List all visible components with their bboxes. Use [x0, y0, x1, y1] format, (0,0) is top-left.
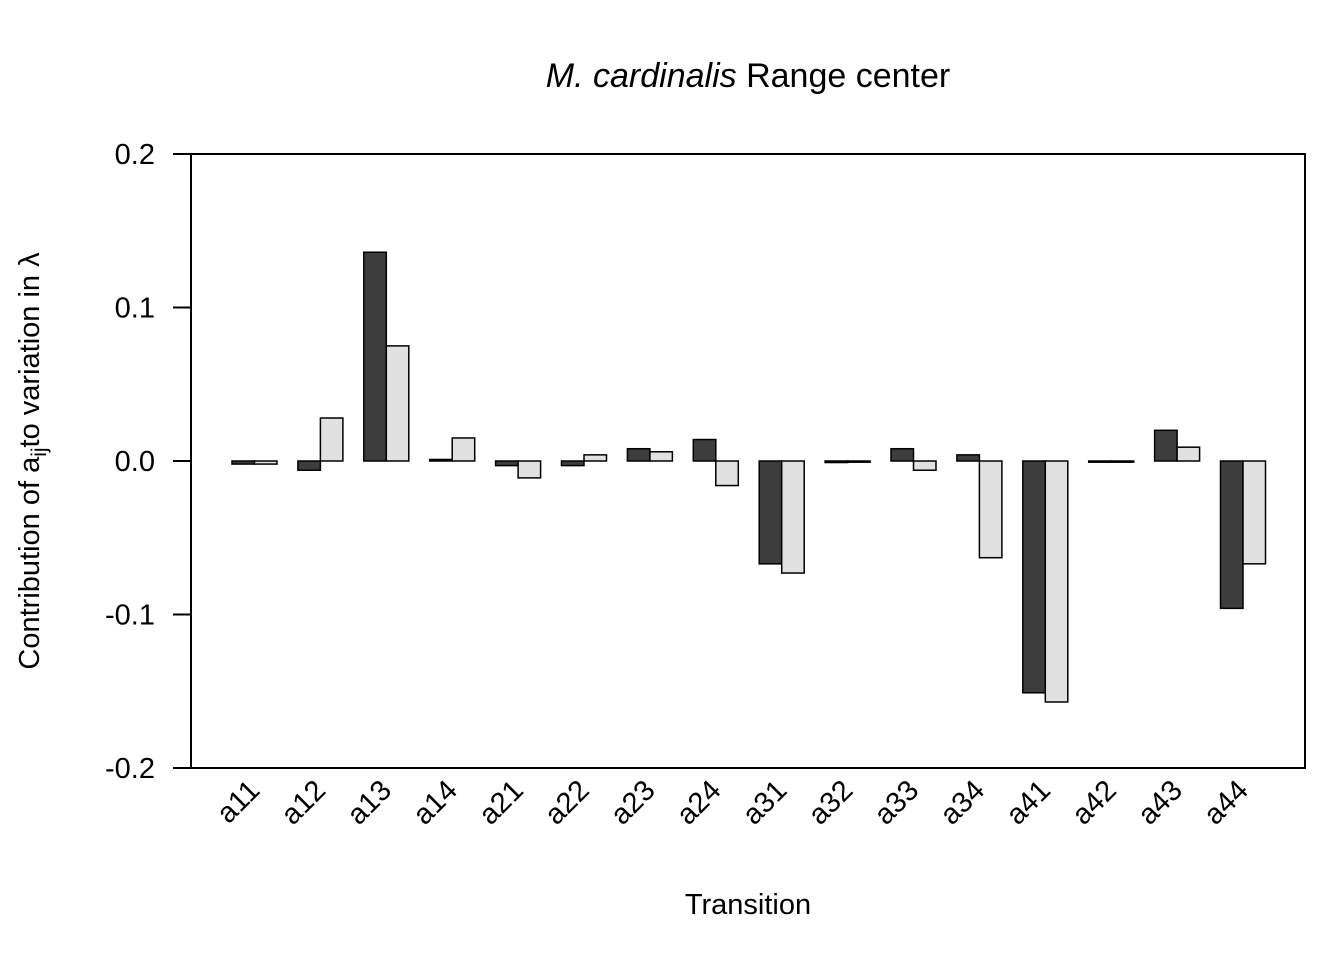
- chart-title-plain: Range center: [737, 57, 951, 95]
- y-tick-label: -0.2: [105, 753, 155, 785]
- bar-a24-series-2: [715, 460, 740, 487]
- bar-a41-series-2: [1044, 460, 1069, 703]
- y-axis: 0.2 0.1 0.0 -0.1 -0.2: [105, 139, 191, 785]
- bar-a21-series-1: [494, 460, 519, 467]
- chart-title-italic: M. cardinalis: [546, 57, 737, 95]
- bar-a31-series-1: [758, 460, 783, 565]
- bar-a31-series-2: [780, 460, 805, 574]
- bar-a14-series-2: [451, 437, 476, 462]
- bar-a34-series-1: [956, 454, 981, 462]
- x-tick-label: a12: [275, 774, 332, 831]
- x-tick-label: a22: [539, 774, 596, 831]
- bar-a42-series-2: [1110, 460, 1135, 463]
- y-tick-label: -0.1: [105, 600, 155, 632]
- x-tick-label: a41: [1000, 774, 1057, 831]
- x-tick-label: a11: [211, 774, 266, 829]
- x-tick-label: a24: [671, 774, 728, 831]
- plot-frame: [190, 153, 1306, 769]
- bar-a23-series-1: [626, 447, 651, 462]
- bar-a42-series-1: [1087, 460, 1112, 463]
- x-tick-label: a43: [1132, 774, 1189, 831]
- bar-a33-series-2: [912, 460, 937, 471]
- chart-title: M. cardinalis Range center: [546, 57, 950, 95]
- y-axis-label: Contribution of aijto variation in λ: [14, 252, 51, 670]
- bar-a33-series-1: [890, 447, 915, 462]
- bar-a22-series-1: [560, 460, 585, 467]
- x-tick-label: a44: [1198, 774, 1255, 831]
- bar-a11-series-1: [231, 460, 256, 465]
- x-tick-label: a31: [737, 774, 794, 831]
- bar-a14-series-1: [428, 458, 453, 462]
- bar-a12-series-2: [319, 417, 344, 462]
- bar-a44-series-2: [1242, 460, 1267, 565]
- x-tick-label: a21: [473, 774, 530, 831]
- bar-a22-series-2: [583, 454, 608, 462]
- bar-a32-series-1: [824, 460, 849, 464]
- bar-a32-series-2: [846, 460, 871, 463]
- bar-a13-series-1: [363, 251, 388, 462]
- x-axis: a11 a12 a13 a14 a21 a22 a23 a24 a31 a32 a33 a34 a41 a…: [211, 774, 1255, 831]
- x-tick-label: a23: [605, 774, 662, 831]
- y-tick-label: 0.1: [115, 293, 155, 325]
- bar-a43-series-1: [1153, 429, 1178, 462]
- bar-a41-series-1: [1022, 460, 1047, 694]
- bar-a13-series-2: [385, 345, 410, 462]
- y-axis-label-suffix: to variation in λ: [14, 252, 46, 448]
- x-tick-label: a13: [341, 774, 398, 831]
- y-tick-label: 0.0: [115, 446, 155, 478]
- x-tick-label: a34: [934, 774, 991, 831]
- bar-a34-series-2: [978, 460, 1003, 559]
- bar-a44-series-1: [1219, 460, 1244, 610]
- y-tick-label: 0.2: [115, 139, 155, 171]
- bar-a24-series-1: [692, 438, 717, 462]
- bar-a21-series-2: [517, 460, 542, 479]
- x-tick-label: a33: [868, 774, 925, 831]
- x-tick-label: a42: [1066, 774, 1123, 831]
- bar-a12-series-1: [297, 460, 322, 471]
- y-axis-label-subscript: ij: [28, 447, 51, 456]
- bars: [231, 251, 1267, 703]
- x-axis-label: Transition: [685, 889, 811, 921]
- bar-a43-series-2: [1176, 446, 1201, 462]
- x-tick-label: a14: [407, 774, 464, 831]
- bar-a11-series-2: [253, 460, 278, 465]
- y-axis-label-prefix: Contribution of a: [14, 456, 46, 670]
- bar-a23-series-2: [649, 451, 674, 462]
- x-tick-label: a32: [802, 774, 859, 831]
